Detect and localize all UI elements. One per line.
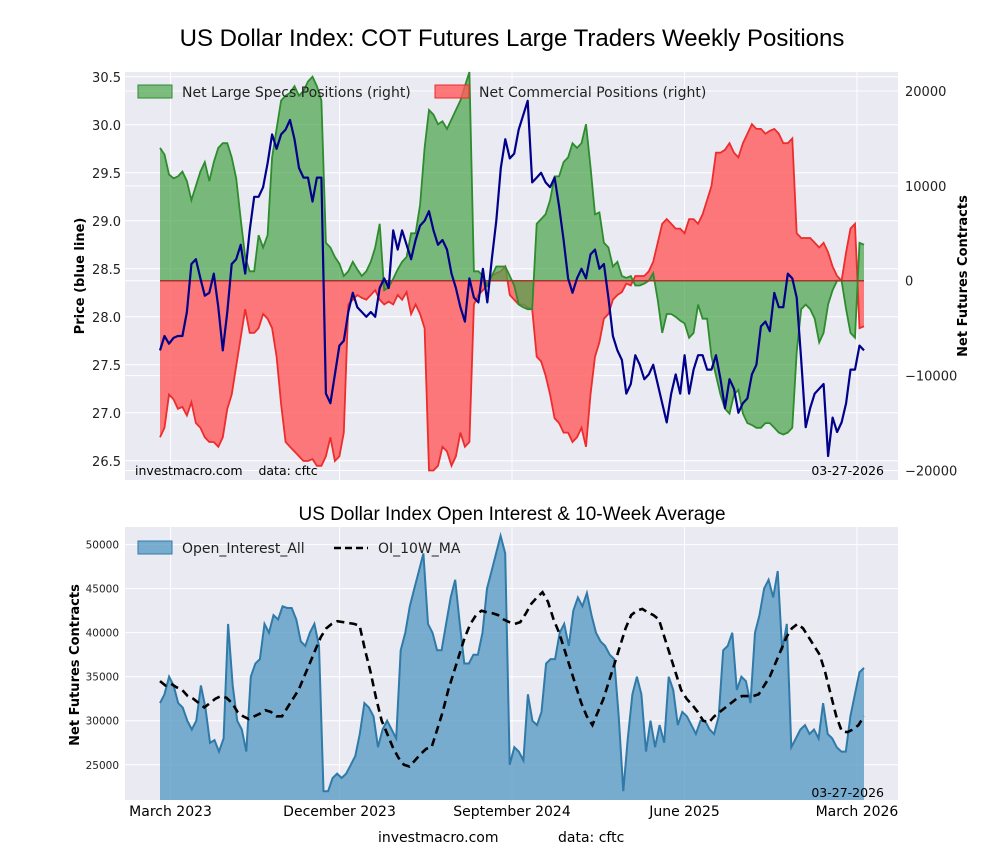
top-right-tick-label: 10000 (905, 180, 946, 195)
legend-label-specs: Net Large Specs Positions (right) (182, 85, 411, 101)
bottom-panel: 25000 30000 35000 40000 45000 50000 Net Futur… (68, 527, 898, 800)
top-panel: 26.5 27.0 27.5 28.0 28.5 29.0 29.5 30.0 30.5 −20… (73, 71, 971, 480)
footer-data: data: cftc (558, 830, 624, 846)
legend-label-commercial: Net Commercial Positions (right) (479, 85, 706, 101)
top-right-axis-label: Net Futures Contracts (956, 195, 971, 357)
legend-label-open-interest: Open_Interest_All (182, 541, 305, 557)
top-right-tick-label: −20000 (905, 465, 957, 480)
top-left-tick-label: 30.0 (92, 119, 121, 134)
bottom-date-note: 03-27-2026 (811, 785, 884, 800)
top-left-tick-label: 28.5 (92, 263, 121, 278)
top-left-tick-label: 29.5 (92, 167, 121, 182)
x-tick-label: March 2026 (816, 804, 899, 820)
bottom-series (159, 531, 866, 800)
top-legend: Net Large Specs Positions (right) Net Co… (137, 84, 706, 101)
bottom-y-ticks: 25000 30000 35000 40000 45000 50000 (86, 540, 119, 772)
top-right-tick-label: 0 (905, 275, 913, 290)
bottom-y-tick-label: 30000 (86, 716, 119, 728)
legend-swatch-open-interest (137, 540, 173, 555)
x-tick-label: September 2024 (453, 804, 571, 820)
top-left-tick-label: 28.0 (92, 311, 121, 326)
x-tick-labels: March 2023 December 2023 September 2024 Jun… (129, 804, 898, 820)
legend-swatch-commercial (434, 84, 470, 99)
legend-swatch-specs (137, 84, 173, 99)
x-tick-label: December 2023 (283, 804, 396, 820)
x-tick-label: June 2025 (648, 804, 720, 820)
top-left-axis-label: Price (blue line) (73, 218, 88, 335)
top-series (158, 71, 865, 472)
open-interest-area (160, 535, 864, 800)
x-tick-label: March 2023 (129, 804, 212, 820)
top-left-tick-label: 27.0 (92, 407, 121, 422)
bottom-y-tick-label: 45000 (86, 584, 119, 596)
top-left-tick-label: 27.5 (92, 359, 121, 374)
top-right-tick-label: −10000 (905, 370, 957, 385)
legend-label-ma: OI_10W_MA (378, 541, 461, 557)
top-left-tick-label: 26.5 (92, 455, 121, 470)
top-left-ticks: 26.5 27.0 27.5 28.0 28.5 29.0 29.5 30.0 30.5 (92, 71, 121, 470)
price-line (158, 99, 865, 458)
bottom-y-tick-label: 40000 (86, 628, 119, 640)
bottom-y-tick-label: 50000 (86, 540, 119, 552)
bottom-y-tick-label: 35000 (86, 672, 119, 684)
top-left-tick-label: 30.5 (92, 71, 121, 86)
bottom-y-tick-label: 25000 (86, 760, 119, 772)
oi-10w-ma-line (159, 590, 866, 768)
top-date-note: 03-27-2026 (811, 463, 884, 478)
bottom-y-axis-label: Net Futures Contracts (68, 584, 83, 746)
top-right-ticks: −20000 −10000 0 10000 20000 (905, 85, 957, 480)
bottom-panel-title: US Dollar Index Open Interest & 10-Week … (298, 504, 725, 525)
top-source-note: investmacro.com data: cftc (135, 463, 318, 478)
top-right-tick-label: 20000 (905, 85, 946, 100)
footer-site: investmacro.com (378, 830, 498, 846)
top-left-tick-label: 29.0 (92, 215, 121, 230)
open-interest-line (159, 531, 865, 793)
commercial-line (159, 122, 865, 472)
figure-title: US Dollar Index: COT Futures Large Trade… (180, 25, 845, 52)
bottom-legend: Open_Interest_All OI_10W_MA (137, 540, 461, 557)
